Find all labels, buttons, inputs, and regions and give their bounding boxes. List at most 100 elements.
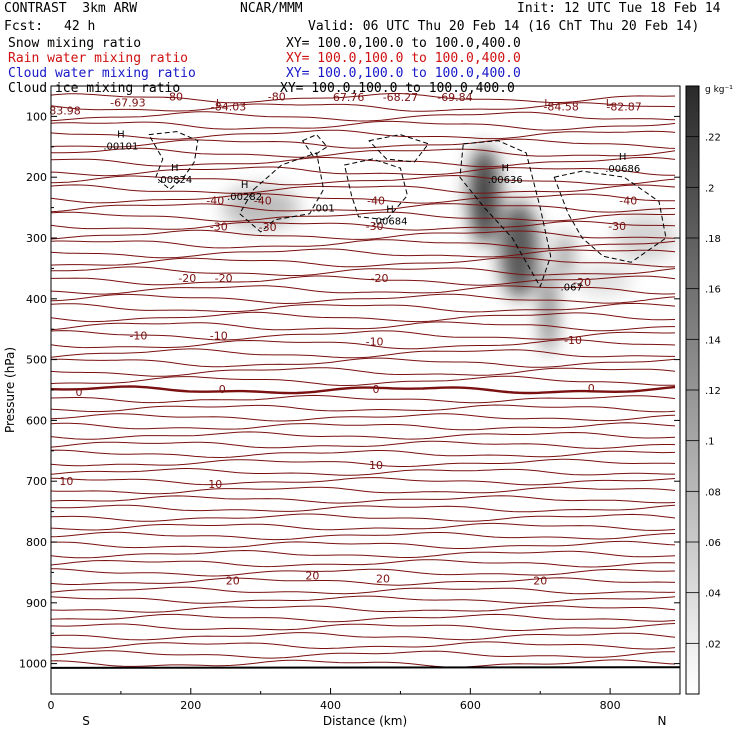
isotherm — [51, 623, 676, 631]
cloud-ice-contour — [148, 131, 199, 190]
temperature-label: 20 — [226, 574, 240, 587]
isotherm — [51, 458, 676, 467]
temperature-label: -40 — [254, 194, 272, 207]
y-tick-label: 500 — [26, 354, 47, 367]
temperature-label: -69.84 — [437, 91, 472, 104]
isotherm — [51, 613, 676, 623]
isotherm — [51, 413, 676, 422]
field-cloudwater-xy: XY= 100.0,100.0 to 100.0,400.0 — [286, 66, 521, 81]
minimum-marker: L — [606, 98, 612, 109]
isotherm — [51, 605, 676, 613]
temperature-label: -67.93 — [110, 96, 145, 109]
temperature-label: 20 — [533, 574, 547, 587]
cloud-ice-contour — [344, 158, 408, 221]
temperature-label: -10 — [210, 329, 228, 342]
isotherm — [51, 239, 676, 250]
temperature-label: -84.03 — [211, 101, 246, 114]
isotherm — [51, 422, 676, 431]
isotherm-zero — [51, 385, 676, 395]
colorbar-tick-label: .02 — [705, 639, 721, 650]
isotherm — [51, 632, 676, 641]
cloud-ice-contour — [459, 140, 552, 288]
surface-line — [51, 666, 680, 669]
isotherm — [51, 285, 676, 295]
isotherm — [51, 404, 676, 413]
colorbar-tick-label: .04 — [705, 589, 721, 600]
isotherm — [51, 577, 676, 586]
isotherm — [51, 156, 676, 168]
isotherm — [51, 504, 676, 513]
maximum-marker: H — [386, 205, 394, 216]
minimum-marker: L — [544, 98, 550, 109]
isotherm — [51, 248, 676, 259]
isotherm — [51, 275, 676, 286]
model-title: CONTRAST 3km ARW — [4, 1, 138, 16]
temperature-label: -20 — [178, 272, 196, 285]
colorbar-tick-label: .18 — [705, 234, 721, 245]
temperature-label: 0 — [588, 382, 595, 395]
maximum-marker: H — [117, 130, 125, 141]
temperature-label: 20 — [305, 569, 319, 582]
temperature-label: 0 — [372, 383, 379, 396]
isotherm — [51, 513, 676, 522]
temperature-label: -84.58 — [543, 101, 578, 114]
isotherm — [51, 477, 676, 486]
cloud-ice-contour — [239, 152, 325, 233]
maximum-marker: H — [502, 163, 510, 174]
isotherm — [51, 257, 675, 268]
colorbar-tick-label: .12 — [705, 386, 721, 397]
temperature-label: 10 — [369, 459, 383, 472]
temperature-label: -30 — [210, 220, 228, 233]
isotherm — [51, 120, 676, 131]
isotherm — [51, 449, 676, 459]
isotherm — [51, 293, 676, 305]
minimum-marker: L — [216, 98, 222, 109]
temperature-label: -20 — [573, 276, 591, 289]
cloud-ice-contour — [368, 134, 429, 163]
field-rain-xy: XY= 100.0,100.0 to 100.0,400.0 — [286, 51, 521, 66]
field-cloudice-name: Cloud ice mixing ratio — [8, 81, 181, 96]
temperature-label: -20 — [215, 272, 233, 285]
x-tick-label: 0 — [48, 699, 55, 712]
y-tick-label: 200 — [26, 171, 47, 184]
y-tick-label: 100 — [26, 110, 47, 123]
field-snow-xy: XY= 100.0,100.0 to 100.0,400.0 — [286, 36, 521, 51]
temperature-label: 0 — [219, 383, 226, 396]
snow-blob — [468, 146, 500, 245]
center-label: NCAR/MMM — [240, 1, 303, 16]
isotherm — [51, 193, 675, 204]
isotherm — [51, 311, 676, 323]
isotherm — [51, 302, 676, 313]
maximum-value: .00282 — [227, 192, 262, 203]
temperature-label: -40 — [619, 194, 637, 207]
maximum-marker: H — [619, 152, 627, 163]
temperature-label: -30 — [608, 220, 626, 233]
isotherm — [51, 440, 676, 449]
isotherm — [51, 266, 676, 277]
temperature-label: 20 — [376, 572, 390, 585]
maximum-value: .00824 — [157, 175, 192, 186]
init-time: Init: 12 UTC Tue 18 Feb 14 — [517, 1, 721, 16]
colorbar-tick-label: .22 — [705, 133, 721, 144]
isotherm — [51, 102, 676, 112]
temperature-label: -10 — [129, 329, 147, 342]
isotherm — [51, 229, 676, 240]
isotherm — [51, 129, 676, 140]
fcst-value: 42 h — [64, 19, 96, 34]
isotherm — [51, 549, 676, 559]
isotherm — [51, 111, 676, 122]
maximum-value: .00686 — [605, 164, 640, 175]
isotherm — [51, 203, 676, 213]
snow-blob — [575, 265, 632, 296]
isotherm — [51, 174, 676, 186]
temperature-label: -20 — [370, 272, 388, 285]
snow-blob — [556, 231, 574, 281]
temperature-label: -68.27 — [383, 91, 418, 104]
temperature-label: -80 — [165, 90, 183, 103]
isotherm — [51, 357, 676, 368]
contour-labels: -67.93 -80 83.98 -84.03 -80 -67.76 -68.27 -69.8… — [49, 90, 642, 587]
temperature-label: -10 — [366, 335, 384, 348]
cloud-ice-contour — [302, 134, 328, 157]
